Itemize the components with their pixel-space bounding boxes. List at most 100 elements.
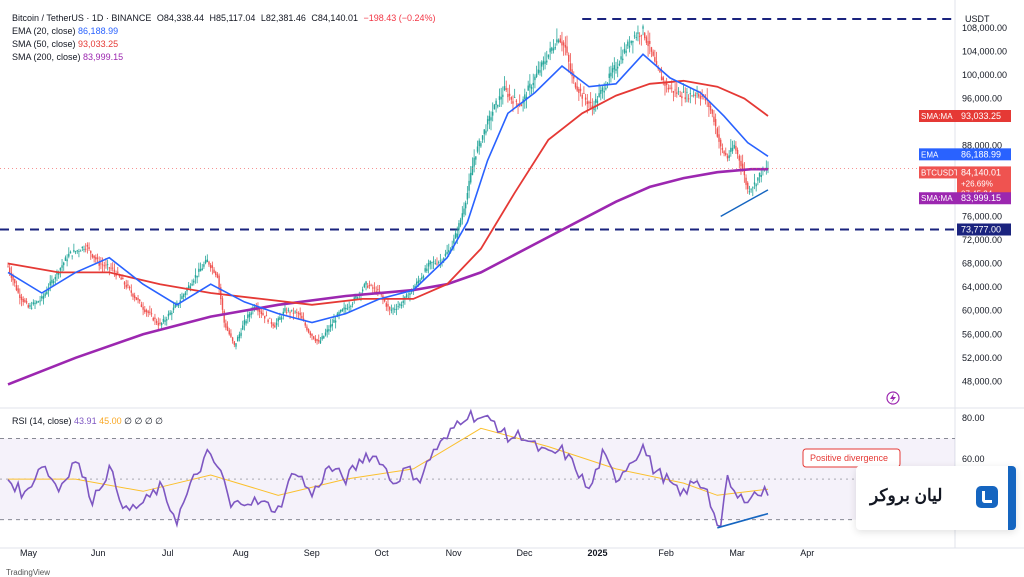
candle-body xyxy=(481,135,484,140)
time-tick-label: Jul xyxy=(162,548,174,558)
candle-body xyxy=(130,290,132,293)
candle-body xyxy=(203,264,205,267)
candle-body xyxy=(698,94,700,97)
candle-body xyxy=(285,311,288,313)
candle-body xyxy=(272,323,274,326)
candle-body xyxy=(328,329,330,332)
candle-body xyxy=(738,155,740,161)
candle-body xyxy=(554,47,556,49)
candle-body xyxy=(728,155,730,158)
rsi-tick-label: 60.00 xyxy=(962,454,985,464)
candle-body xyxy=(270,321,273,324)
ema-tag xyxy=(919,148,957,161)
sma50-tag-text: SMA:MA xyxy=(921,112,953,121)
candle-body xyxy=(81,246,84,248)
candle-body xyxy=(196,275,198,278)
alert-icon xyxy=(886,391,900,405)
rsi-value: 43.91 xyxy=(74,416,97,426)
candle-body xyxy=(557,40,560,43)
sma50-label: SMA (50, close) xyxy=(12,39,76,49)
candle-body xyxy=(503,86,506,91)
candle-body xyxy=(684,97,686,100)
candle-body xyxy=(128,286,131,289)
symbol-title[interactable]: Bitcoin / TetherUS · 1D · BINANCE xyxy=(12,13,152,23)
candle-body xyxy=(367,285,369,288)
divergence-callout-text: Positive divergence xyxy=(810,453,888,463)
candle-body xyxy=(757,177,759,181)
candle-body xyxy=(459,219,462,226)
price-tick-label: 56,000.00 xyxy=(962,329,1002,339)
price-extra-text: +26.69% xyxy=(961,179,993,188)
candle-body xyxy=(630,40,632,44)
rsi-label: RSI (14, close) xyxy=(12,416,72,426)
sma50-legend-row[interactable]: SMA (50, close) 93,033.25 xyxy=(12,38,439,51)
candle-body xyxy=(98,262,100,266)
candle-body xyxy=(581,94,583,99)
candle-body xyxy=(515,100,518,102)
alert-bolt xyxy=(890,393,896,403)
price-tag-text: BTCUSDT xyxy=(921,168,959,177)
candle-body xyxy=(135,297,138,300)
chart-legend: Bitcoin / TetherUS · 1D · BINANCE O84,33… xyxy=(12,12,439,64)
candle-body xyxy=(262,313,264,316)
candle-body xyxy=(108,267,111,269)
candle-body xyxy=(100,263,102,265)
chart-grid xyxy=(0,0,1024,549)
candle-body xyxy=(301,315,303,319)
candle-body xyxy=(735,145,737,151)
candle-body xyxy=(57,273,60,275)
candle-body xyxy=(708,102,710,108)
candle-body xyxy=(96,257,99,259)
candle-body xyxy=(649,40,651,44)
sma50-value: 93,033.25 xyxy=(78,39,119,49)
candle-body xyxy=(669,87,671,89)
ema-legend-row[interactable]: EMA (20, close) 86,188.99 xyxy=(12,25,439,38)
candle-body xyxy=(106,264,109,266)
candle-body xyxy=(419,279,421,282)
candle-body xyxy=(378,291,381,293)
candle-body xyxy=(616,66,619,69)
candle-body xyxy=(218,275,220,288)
candle-body xyxy=(527,85,529,91)
candle-body xyxy=(46,291,48,295)
candle-body xyxy=(25,301,28,303)
candle-body xyxy=(318,340,320,342)
ema-value-text: 86,188.99 xyxy=(961,149,1001,159)
currency-label: USDT xyxy=(965,14,990,24)
candle-body xyxy=(343,307,345,310)
price-tick-label: 104,000.00 xyxy=(962,46,1007,56)
brand-name: لیان بروکر xyxy=(870,486,943,505)
candle-body xyxy=(589,101,592,104)
candle-body xyxy=(687,98,690,100)
candle-body xyxy=(615,68,617,71)
candle-body xyxy=(468,180,470,191)
candle-body xyxy=(74,251,77,253)
candle-body xyxy=(101,264,104,266)
sma50-value-box xyxy=(957,110,1011,123)
candle-body xyxy=(573,76,575,79)
candle-body xyxy=(238,334,241,339)
candle-body xyxy=(578,88,580,94)
rsi-legend[interactable]: RSI (14, close) 43.91 45.00 ∅ ∅ ∅ ∅ xyxy=(12,416,163,427)
price-tick-label: 52,000.00 xyxy=(962,353,1002,363)
candle-body xyxy=(179,300,181,303)
candle-body xyxy=(498,96,501,100)
candle-body xyxy=(198,268,200,272)
candle-body xyxy=(269,317,271,319)
candle-body xyxy=(556,39,558,43)
sma200-value: 83,999.15 xyxy=(83,52,124,62)
candle-body xyxy=(718,134,720,142)
candle-body xyxy=(493,104,496,110)
sma200-legend-row[interactable]: SMA (200, close) 83,999.15 xyxy=(12,51,439,64)
candle-body xyxy=(740,160,742,167)
candle-body xyxy=(437,261,440,263)
candle-body xyxy=(647,40,649,47)
candle-body xyxy=(618,63,621,66)
candle-body xyxy=(201,268,203,271)
candle-body xyxy=(720,139,722,147)
candle-body xyxy=(233,341,236,345)
candle-body xyxy=(316,339,318,342)
candle-body xyxy=(530,86,533,89)
candle-body xyxy=(42,295,45,299)
